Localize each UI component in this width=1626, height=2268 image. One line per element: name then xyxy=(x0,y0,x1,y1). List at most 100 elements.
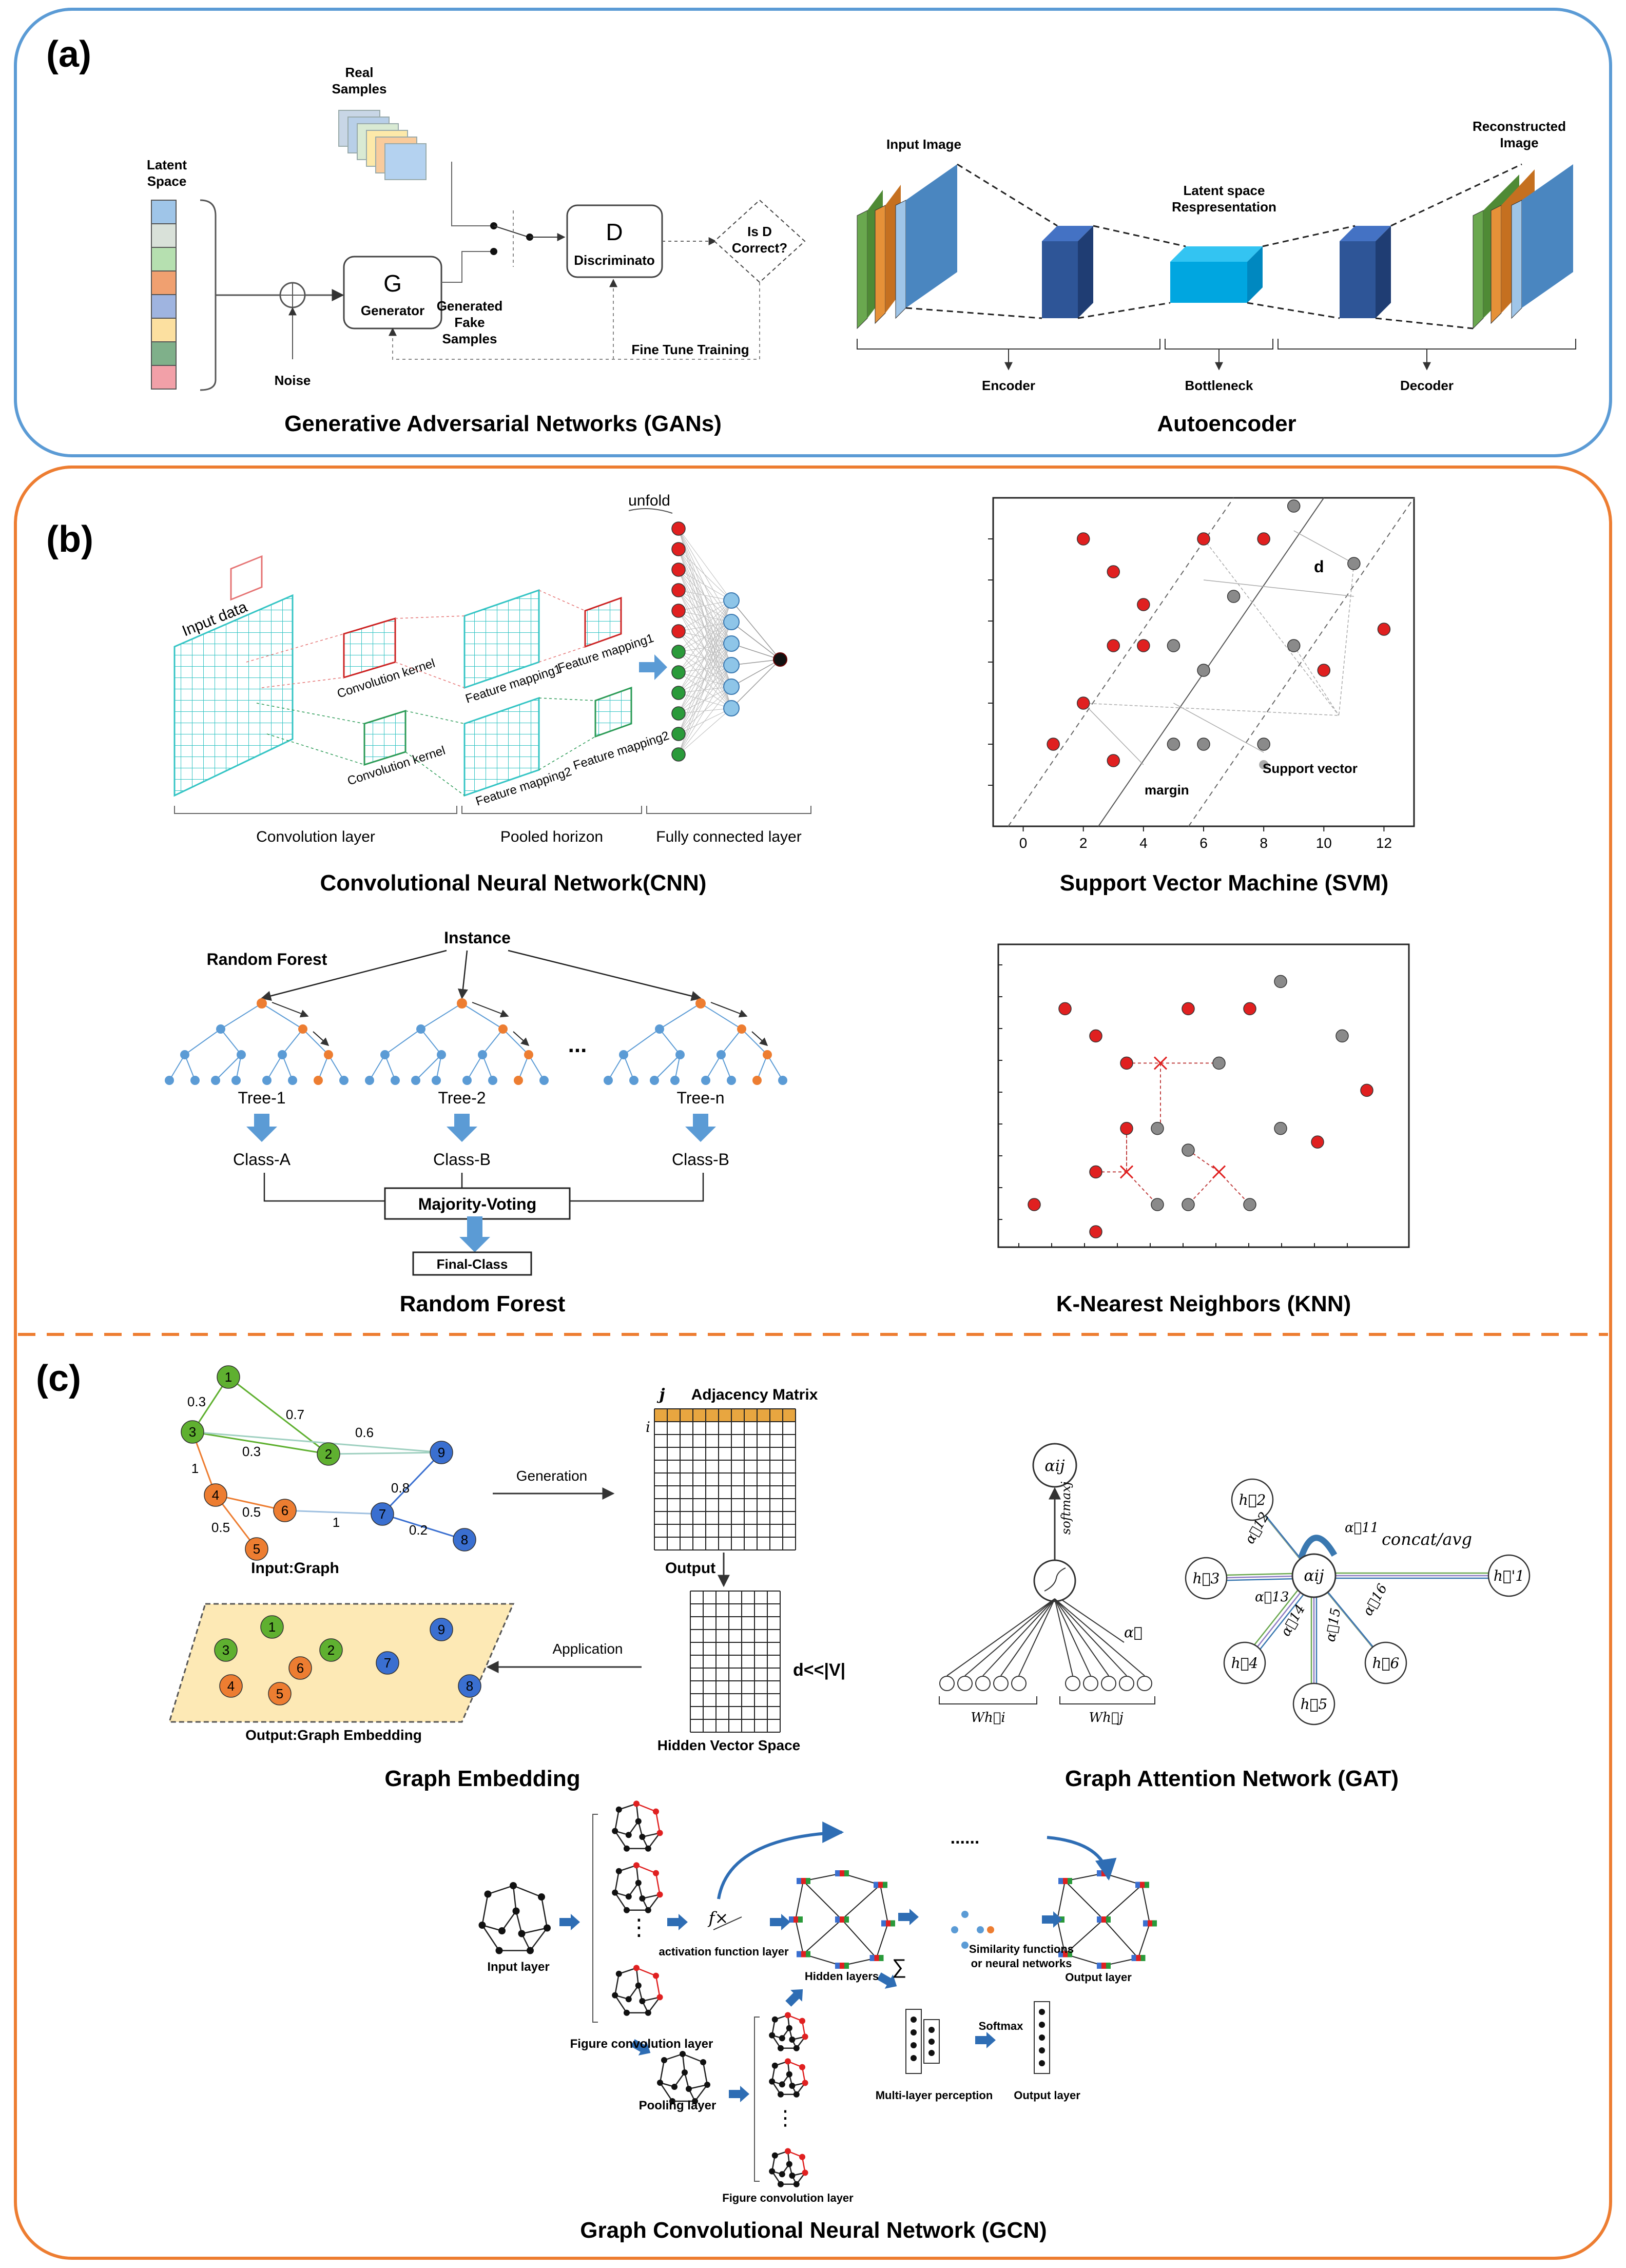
cnn-caption: Convolutional Neural Network(CNN) xyxy=(320,870,707,896)
gcn-feature-cell xyxy=(886,1920,891,1927)
gcn-hidden-edge xyxy=(1141,1885,1150,1924)
gcn-block-arrow xyxy=(770,1914,790,1930)
rf-node xyxy=(288,1076,297,1085)
gcn-node xyxy=(682,2069,688,2076)
svm-point xyxy=(1137,598,1150,611)
gat-input-node xyxy=(975,1676,991,1691)
unfold-label: unfold xyxy=(628,492,670,509)
knn-point xyxy=(1151,1121,1164,1135)
autoencoder-caption: Autoencoder xyxy=(1157,411,1296,436)
gcn-feature-cell xyxy=(1063,1951,1068,1957)
gcn-node xyxy=(625,1832,632,1838)
gcn-edge xyxy=(655,1975,661,1998)
gcn-edge xyxy=(614,1892,628,1911)
gcn-node xyxy=(656,1891,663,1898)
gcn-node xyxy=(789,2083,796,2089)
gat-center-node xyxy=(1291,1553,1337,1598)
fc-hidden-neuron xyxy=(723,635,740,652)
fc-input-neuron xyxy=(671,686,686,700)
rf-node xyxy=(257,998,267,1009)
gcn-node xyxy=(635,1818,642,1825)
gcn-hidden-edge xyxy=(803,1919,842,1955)
rf-node xyxy=(380,1050,390,1059)
gcn-node xyxy=(615,1868,622,1874)
rf-node xyxy=(416,1024,425,1034)
gcn-node xyxy=(656,1994,663,2001)
fc-hidden-neuron xyxy=(723,700,740,716)
latent-cell xyxy=(151,365,177,390)
generated-label-3: Samples xyxy=(442,331,497,346)
gcn-feature-cell xyxy=(789,1916,793,1923)
gan-diagram: Latent Space Noise Real Samples G Genera… xyxy=(147,65,806,436)
gcn-feature-cell xyxy=(1140,1955,1146,1961)
fc-label: Fully connected layer xyxy=(656,828,801,845)
svm-point xyxy=(1137,639,1150,652)
gat-neighbor-node xyxy=(1292,1682,1335,1726)
svm-caption: Support Vector Machine (SVM) xyxy=(1060,870,1389,896)
gcn-node xyxy=(779,2081,785,2088)
svm-point xyxy=(1167,639,1180,652)
gcn-node xyxy=(653,1808,659,1815)
gat-input-node xyxy=(1011,1676,1027,1691)
gat-neighbor-label: h⃗5 xyxy=(1301,1696,1328,1713)
rf-node xyxy=(478,1050,487,1059)
gcn-node xyxy=(544,1924,551,1932)
gcn-sim-node xyxy=(951,1926,958,1933)
fc-input-neuron xyxy=(671,645,686,659)
svm-point xyxy=(1257,532,1270,546)
knn-caption: K-Nearest Neighbors (KNN) xyxy=(1056,1291,1351,1316)
ge-node xyxy=(245,1537,268,1561)
gcn-feature-cell xyxy=(881,1920,886,1927)
gcn-edge xyxy=(530,1927,548,1951)
rf-ellipsis: ... xyxy=(568,1032,587,1057)
bottleneck-label: Bottleneck xyxy=(1185,378,1253,393)
knn-point xyxy=(1120,1121,1133,1135)
gcn-edge xyxy=(682,2053,686,2073)
knn-point xyxy=(1311,1135,1324,1149)
ge-edge-weight: 1 xyxy=(333,1515,340,1530)
svm-point xyxy=(1197,532,1210,546)
gat-concat-label: concat/avg xyxy=(1382,1529,1472,1549)
rf-node xyxy=(237,1050,246,1059)
discriminator-label: Discriminato xyxy=(574,253,655,268)
gcn-node xyxy=(498,1927,506,1934)
gcn-block-arrow xyxy=(975,2032,996,2048)
gcn-vdots-2: ⋮ xyxy=(775,2107,796,2129)
gcn-activation-icon xyxy=(713,1916,742,1930)
knn-point xyxy=(1058,1002,1072,1016)
gcn-node xyxy=(639,1998,646,2004)
gcn-hidden-edge xyxy=(880,1885,888,1924)
gcn-edge xyxy=(659,2060,665,2083)
gcn-edge xyxy=(664,2053,683,2061)
rf-node xyxy=(278,1050,287,1059)
knn-point xyxy=(1028,1198,1041,1211)
gcn-node xyxy=(778,2045,784,2051)
gcn-hidden-edge xyxy=(795,1919,804,1954)
gcn-node xyxy=(645,2009,651,2016)
gcn-feature-cell xyxy=(879,1955,884,1961)
rf-node xyxy=(411,1076,420,1085)
gcn-feature-cell xyxy=(797,1951,801,1957)
svm-point xyxy=(1047,738,1060,751)
panel-c-label: (c) xyxy=(36,1358,81,1399)
gcn-hidden-edge xyxy=(1057,1919,1066,1954)
rf-node xyxy=(650,1076,659,1085)
gcn-feature-cell xyxy=(793,1916,798,1923)
gcn-node xyxy=(769,2168,776,2175)
gcn-feature-cell xyxy=(1068,1951,1072,1957)
gcn-node xyxy=(639,1834,646,1840)
ge-node xyxy=(371,1502,394,1526)
rf-node xyxy=(737,1024,746,1034)
encoder-label: Encoder xyxy=(982,378,1035,393)
latent-cell xyxy=(151,247,177,272)
gcn-feature-cell xyxy=(883,1882,887,1888)
svm-point xyxy=(1257,738,1270,751)
svm-point xyxy=(1107,565,1120,578)
rf-node xyxy=(365,1076,374,1085)
gat-neighbor-node xyxy=(1231,1478,1274,1521)
gcn-edge xyxy=(521,1927,548,1934)
embedding-node-label: 2 xyxy=(327,1642,335,1658)
final-class-label: Final-Class xyxy=(437,1256,508,1272)
